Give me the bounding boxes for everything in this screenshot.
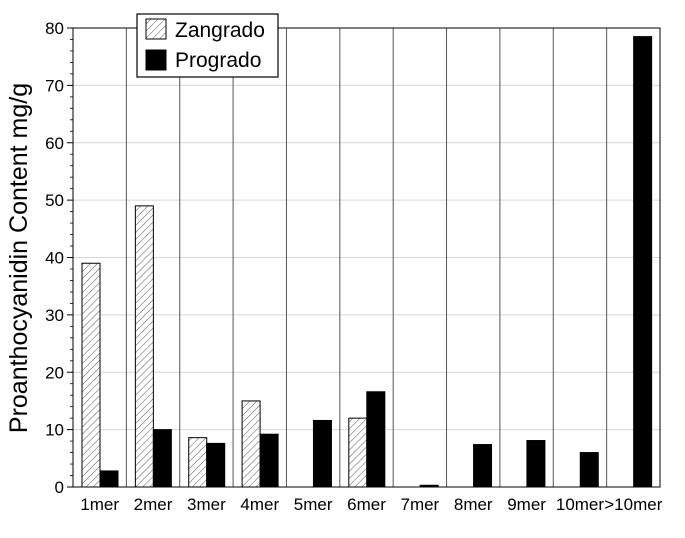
category-separators bbox=[125, 28, 608, 487]
legend-label-zangrado: Zangrado bbox=[175, 19, 265, 42]
y-tick-label: 20 bbox=[45, 363, 64, 382]
x-tick-label: 3mer bbox=[187, 495, 226, 514]
x-tick-label: 7mer bbox=[400, 495, 439, 514]
x-tick-label: 9mer bbox=[507, 495, 546, 514]
y-tick-label: 10 bbox=[45, 421, 64, 440]
bar-zangrado-2mer bbox=[134, 205, 154, 488]
y-tick-label: 50 bbox=[45, 191, 64, 210]
bar-programado-10mer bbox=[579, 452, 599, 488]
bar-programado-8mer bbox=[473, 444, 493, 488]
x-tick-label: 6mer bbox=[347, 495, 386, 514]
bar-zangrado-3mer bbox=[188, 437, 208, 488]
x-tick-label: >10mer bbox=[604, 495, 662, 514]
y-tick-label: 40 bbox=[45, 249, 64, 268]
x-tick-label: 5mer bbox=[294, 495, 333, 514]
y-axis-label: Proanthocyanidin Content mg/g bbox=[5, 83, 33, 433]
bar-zangrado-6mer bbox=[348, 417, 368, 488]
x-axis-labels: 1mer 2mer 3mer 4mer 5mer 6mer 7mer 8mer 9mer 10me… bbox=[80, 495, 662, 514]
bar-programado-9mer bbox=[526, 440, 546, 488]
bar-programado-gt10mer bbox=[633, 36, 653, 488]
y-axis-ticks: 0 10 20 30 40 50 60 70 80 bbox=[45, 19, 73, 497]
x-tick-label: 2mer bbox=[134, 495, 173, 514]
bars bbox=[81, 36, 653, 488]
bar-programado-3mer bbox=[206, 442, 226, 488]
y-tick-label: 0 bbox=[55, 478, 64, 497]
legend-swatch-zangrado bbox=[145, 18, 167, 40]
x-tick-label: 8mer bbox=[454, 495, 493, 514]
bar-zangrado-1mer bbox=[81, 262, 101, 488]
bar-programado-2mer bbox=[152, 429, 172, 488]
legend-label-programado: Prograd​o bbox=[175, 49, 261, 72]
bar-programado-4mer bbox=[259, 433, 279, 488]
bar-programado-1mer bbox=[99, 470, 119, 488]
legend-swatch-programado bbox=[145, 49, 167, 71]
bar-programado-6mer bbox=[366, 391, 386, 488]
y-tick-label: 60 bbox=[45, 134, 64, 153]
x-tick-label: 1mer bbox=[80, 495, 119, 514]
y-tick-label: 80 bbox=[45, 19, 64, 38]
y-tick-label: 30 bbox=[45, 306, 64, 325]
x-tick-label: 4mer bbox=[240, 495, 279, 514]
legend: Zangrado Prograd​o bbox=[136, 13, 279, 78]
bar-zangrado-4mer bbox=[241, 400, 261, 488]
y-tick-label: 70 bbox=[45, 76, 64, 95]
bar-programado-5mer bbox=[312, 419, 332, 488]
x-tick-label: 10mer bbox=[556, 495, 605, 514]
